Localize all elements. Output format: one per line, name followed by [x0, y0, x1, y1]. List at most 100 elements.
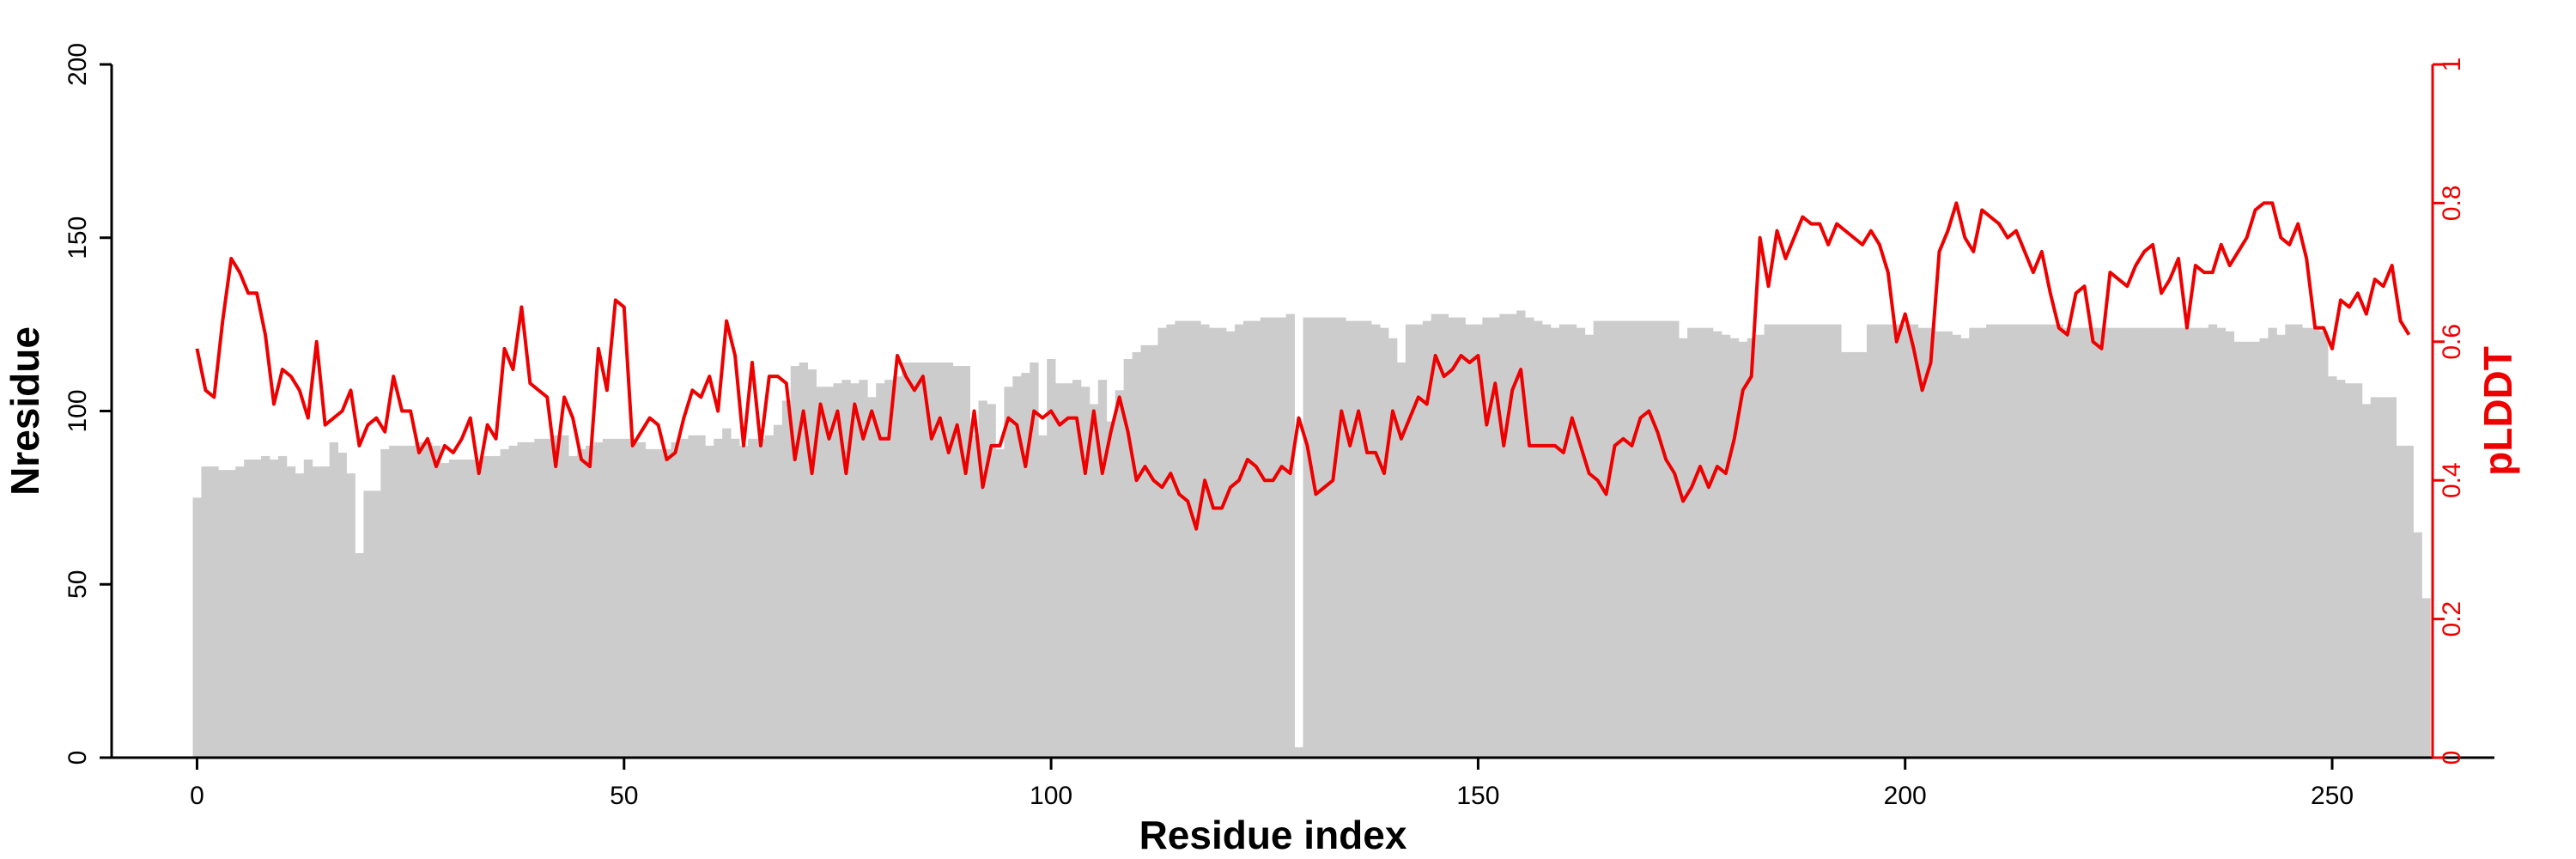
nresidue-bar: [1850, 351, 1859, 758]
nresidue-bar: [2037, 324, 2047, 758]
nresidue-bar: [1491, 317, 1500, 758]
nresidue-bar: [329, 442, 338, 758]
nresidue-bar: [1636, 320, 1645, 758]
nresidue-bar: [286, 466, 296, 758]
nresidue-bar: [2105, 327, 2115, 758]
nresidue-bar: [2020, 324, 2030, 758]
nresidue-bar: [2054, 324, 2064, 758]
nresidue-bar: [1004, 387, 1013, 758]
nresidue-bar: [978, 400, 987, 758]
nresidue-bar: [508, 445, 518, 758]
nresidue-bar: [628, 438, 638, 758]
nresidue-bar: [1038, 435, 1048, 758]
nresidue-bar: [1832, 324, 1842, 758]
nresidue-bar: [2276, 334, 2286, 758]
nresidue-bar: [2361, 404, 2372, 758]
nresidue-bar: [1388, 338, 1398, 758]
nresidue-bar: [1055, 383, 1065, 758]
nresidue-bar: [372, 490, 381, 758]
nresidue-bar: [431, 445, 441, 758]
nresidue-bar: [824, 387, 834, 758]
nresidue-bar: [1917, 327, 1927, 758]
nresidue-bar: [1363, 320, 1372, 758]
nresidue-bar: [1175, 320, 1184, 758]
nresidue-bar: [261, 455, 270, 758]
nresidue-bar: [2421, 598, 2431, 758]
nresidue-bar: [1824, 324, 1833, 758]
nresidue-bar: [602, 438, 612, 758]
nresidue-bar: [1781, 324, 1790, 758]
nresidue-bar: [2242, 341, 2251, 758]
nresidue-bar: [1883, 324, 1893, 758]
nresidue-bar: [1550, 327, 1560, 758]
nresidue-bar: [235, 466, 245, 758]
nresidue-bar: [1841, 351, 1850, 758]
nresidue-bar: [688, 435, 697, 758]
nresidue-bar: [474, 459, 484, 758]
nresidue-bar: [586, 445, 595, 758]
nresidue-bar: [1499, 314, 1509, 758]
nresidue-bar: [1123, 358, 1133, 758]
nresidue-bar: [1021, 373, 1030, 758]
nresidue-bar: [995, 448, 1005, 758]
nresidue-bar: [560, 435, 569, 758]
nresidue-bar: [1729, 338, 1740, 758]
nresidue-bar: [2370, 397, 2380, 758]
nresidue-bar: [1866, 324, 1876, 758]
nresidue-bar: [653, 448, 663, 758]
nresidue-bar: [722, 428, 732, 758]
nresidue-bar: [2131, 327, 2141, 758]
nresidue-bar: [679, 438, 689, 758]
y2-tick-label: 0.6: [2438, 324, 2466, 360]
nresidue-bar: [2233, 341, 2243, 758]
nresidue-bar: [1311, 317, 1321, 758]
nresidue-bar: [1157, 327, 1167, 758]
nresidue-bar: [2199, 327, 2209, 758]
nresidue-bar: [1456, 317, 1466, 758]
nresidue-bar: [483, 455, 493, 758]
y-axis-left: 0 50 100 150 200: [64, 43, 113, 765]
nresidue-bar: [1789, 324, 1799, 758]
nresidue-bar: [1892, 324, 1902, 758]
nresidue-bar: [2088, 327, 2098, 758]
nresidue-bar: [1772, 324, 1782, 758]
nresidue-bar: [1627, 320, 1637, 758]
nresidue-bar: [543, 438, 552, 758]
nresidue-bar: [337, 452, 347, 758]
nresidue-bar: [1926, 327, 1935, 758]
nresidue-bar: [227, 470, 236, 758]
nresidue-bar: [2028, 324, 2038, 758]
nresidue-bars: [192, 310, 2431, 758]
nresidue-bar: [781, 400, 792, 758]
nresidue-bar: [320, 466, 331, 758]
nresidue-bar: [1986, 324, 1996, 758]
x-axis-title: Residue index: [1139, 813, 1407, 857]
y-tick-label: 50: [64, 570, 92, 599]
nresidue-bar: [2003, 324, 2013, 758]
nresidue-bar: [739, 445, 749, 758]
nresidue-bar: [696, 435, 706, 758]
nresidue-bar: [2114, 327, 2123, 758]
nresidue-bar: [277, 455, 288, 758]
nresidue-bar: [1431, 314, 1441, 758]
nresidue-bar: [380, 448, 390, 758]
nresidue-bar: [2080, 327, 2089, 758]
nresidue-bar: [1209, 327, 1218, 758]
nresidue-bar: [2396, 445, 2405, 758]
nresidue-bar: [2182, 327, 2192, 758]
nresidue-bar: [1294, 746, 1303, 758]
nresidue-bar: [1644, 320, 1654, 758]
nresidue-bar: [1619, 320, 1628, 758]
nresidue-bar: [1225, 331, 1236, 758]
nresidue-bar: [1679, 338, 1688, 758]
nresidue-bar: [457, 459, 467, 758]
nresidue-bar: [517, 442, 526, 758]
nresidue-bar: [1465, 324, 1474, 758]
nresidue-bar: [201, 466, 210, 758]
nresidue-bar: [1337, 317, 1346, 758]
nresidue-bar: [1242, 320, 1253, 758]
nresidue-bar: [1260, 317, 1270, 758]
nresidue-bar: [1558, 324, 1569, 758]
nresidue-bar: [389, 445, 398, 758]
